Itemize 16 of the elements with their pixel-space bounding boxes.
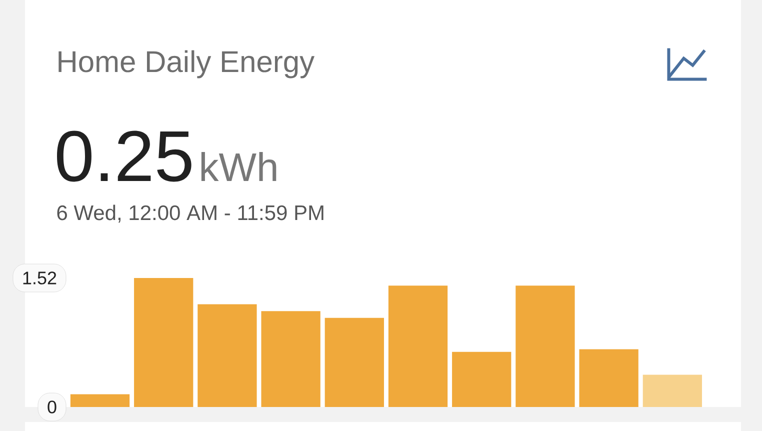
y-tick-label: 0 — [48, 400, 56, 414]
chart-title: Home Daily Energy — [58, 50, 315, 78]
bar — [516, 286, 575, 407]
y-tick-label: 1.52 — [23, 272, 56, 284]
bar — [324, 318, 384, 407]
bar — [388, 286, 448, 407]
bar — [134, 278, 194, 407]
bar — [642, 374, 702, 407]
bar — [261, 311, 320, 407]
text: 0.25 — [57, 130, 192, 182]
bar — [452, 352, 512, 407]
text: 6 Wed, 12:00 AM - 11:59 PM — [57, 204, 324, 223]
text: kWh — [201, 152, 276, 181]
bar — [579, 349, 638, 407]
bar — [70, 394, 130, 407]
bar — [198, 304, 257, 407]
